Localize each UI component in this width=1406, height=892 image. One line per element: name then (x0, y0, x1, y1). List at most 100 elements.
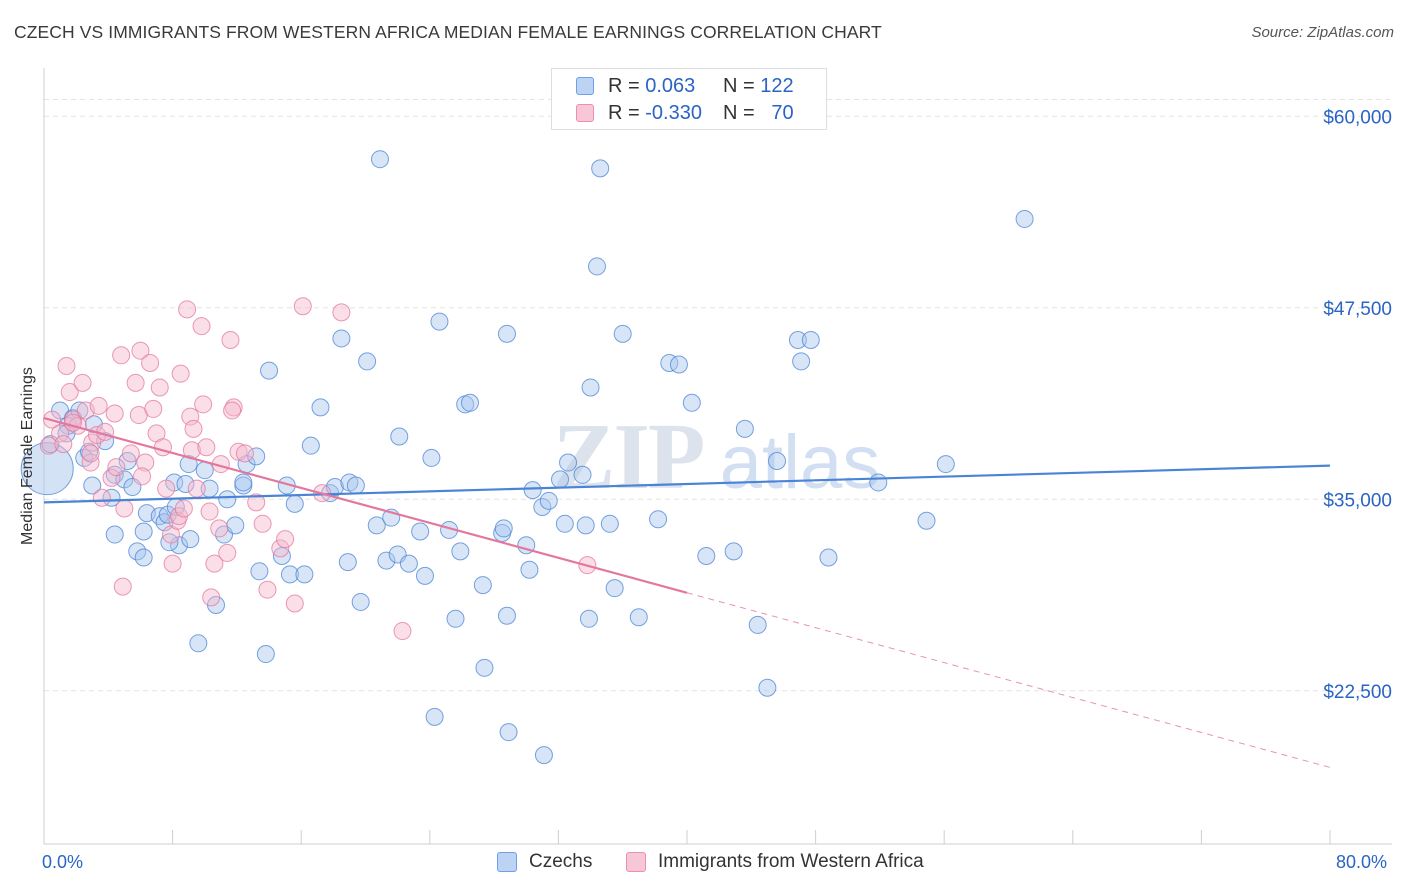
czechs-point-11 (102, 488, 121, 507)
czechs-point-58 (370, 150, 389, 169)
czechs-point-101 (660, 353, 679, 372)
czechs-point-83 (523, 481, 542, 500)
series-western-africa (39, 297, 597, 641)
series-layer (20, 150, 1034, 765)
grid-lines (44, 98, 1392, 692)
western-africa-point-67 (332, 303, 351, 322)
western-africa-point-21 (113, 577, 132, 596)
western-africa-point-57 (229, 442, 248, 461)
western-africa-point-17 (105, 404, 124, 423)
western-africa-point-59 (247, 493, 266, 512)
czechs-point-59 (377, 551, 396, 570)
trend-layer (43, 417, 1331, 768)
czechs-point-70 (451, 542, 470, 561)
czechs-point-45 (285, 494, 304, 513)
czechs-point-106 (735, 419, 754, 438)
western-africa-point-33 (157, 479, 176, 498)
western-africa-point-20 (115, 499, 134, 518)
watermark: ZIP atlas (553, 405, 881, 509)
western-africa-point-60 (253, 514, 272, 533)
czechs-point-5 (75, 448, 94, 467)
czechs-point-12 (105, 525, 124, 544)
czechs-point-24 (176, 474, 195, 493)
western-africa-point-39 (174, 499, 193, 518)
czechs-point-75 (475, 658, 494, 677)
western-africa-point-26 (136, 453, 155, 472)
czechs-point-115 (917, 511, 936, 530)
legend-n-czechs: N = 122 (723, 74, 794, 97)
czechs-point-51 (332, 329, 351, 348)
czechs-point-53 (338, 553, 357, 572)
czechs-point-57 (367, 516, 386, 535)
western-africa-point-13 (89, 396, 108, 415)
western-africa-point-43 (184, 419, 203, 438)
czechs-point-103 (682, 393, 701, 412)
y-tick-label-0: $22,500 (1323, 682, 1392, 703)
chart-source: Source: ZipAtlas.com (1251, 24, 1394, 41)
western-africa-point-38 (171, 364, 190, 383)
czechs-point-38 (247, 447, 266, 466)
legend-r-value-czechs: 0.063 (645, 74, 696, 97)
czechs-point-14 (134, 522, 153, 541)
western-africa-point-3 (54, 435, 73, 454)
czechs-point-6 (83, 476, 102, 495)
czechs-point-61 (390, 427, 409, 446)
western-africa-point-55 (224, 398, 243, 417)
czechs-point-82 (520, 560, 539, 579)
czechs-point-80 (499, 723, 518, 742)
western-africa-point-40 (178, 300, 197, 319)
czechs-point-30 (189, 634, 208, 653)
czechs-point-90 (573, 465, 592, 484)
legend-r-czechs: R = 0.063 (608, 74, 696, 97)
western-africa-point-23 (126, 373, 145, 392)
czechs-point-67 (430, 312, 449, 331)
western-africa-point-19 (112, 346, 131, 365)
western-africa-point-0 (39, 436, 58, 455)
western-africa-point-29 (144, 399, 163, 418)
czechs-point-89 (559, 453, 578, 472)
czechs-point-111 (792, 352, 811, 371)
czechs-point-95 (591, 159, 610, 178)
czechs-point-92 (579, 609, 598, 628)
western-africa-point-18 (107, 458, 126, 477)
czechs-point-43 (280, 565, 299, 584)
western-africa-point-46 (194, 395, 213, 414)
western-africa-point-48 (200, 502, 219, 521)
legend-r-value-western-africa: -0.330 (645, 101, 702, 124)
czechs-point-55 (351, 592, 370, 611)
trend-line-czechs (43, 464, 1331, 504)
legend-n-western-africa: N = 70 (723, 101, 794, 124)
western-africa-point-8 (73, 373, 92, 392)
czechs-point-34 (218, 490, 237, 509)
western-africa-point-62 (271, 539, 290, 558)
czechs-point-97 (605, 579, 624, 598)
czechs-point-79 (497, 324, 516, 343)
western-africa-point-47 (197, 438, 216, 457)
czechs-point-100 (649, 510, 668, 529)
western-africa-point-71 (81, 444, 100, 463)
czechs-point-66 (422, 448, 441, 467)
western-africa-point-68 (393, 622, 412, 641)
czechs-point-48 (311, 398, 330, 417)
series-legend-label-western-africa: Immigrants from Western Africa (658, 851, 924, 872)
western-africa-point-16 (102, 468, 121, 487)
czechs-point-25 (179, 455, 198, 474)
czechs-point-56 (358, 352, 377, 371)
czechs-point-114 (869, 473, 888, 492)
czechs-point-40 (256, 645, 275, 664)
chart-title: CZECH VS IMMIGRANTS FROM WESTERN AFRICA … (14, 22, 882, 42)
legend-swatch-western-africa (576, 104, 594, 122)
watermark-atlas: atlas (720, 420, 881, 505)
western-africa-point-49 (202, 588, 221, 607)
czechs-point-33 (226, 516, 245, 535)
legend-row-western-africa: R = -0.330 N = 70 (576, 100, 794, 126)
czechs-point-46 (301, 436, 320, 455)
czechs-point-98 (613, 324, 632, 343)
czechs-point-109 (768, 452, 787, 470)
czechs-point-41 (260, 361, 279, 380)
czechs-point-27 (181, 530, 200, 549)
y-axis-label: Median Female Earnings (19, 367, 36, 545)
czechs-point-77 (497, 606, 516, 625)
western-africa-point-5 (60, 383, 79, 402)
x-tick-label-max: 80.0% (1336, 852, 1388, 872)
